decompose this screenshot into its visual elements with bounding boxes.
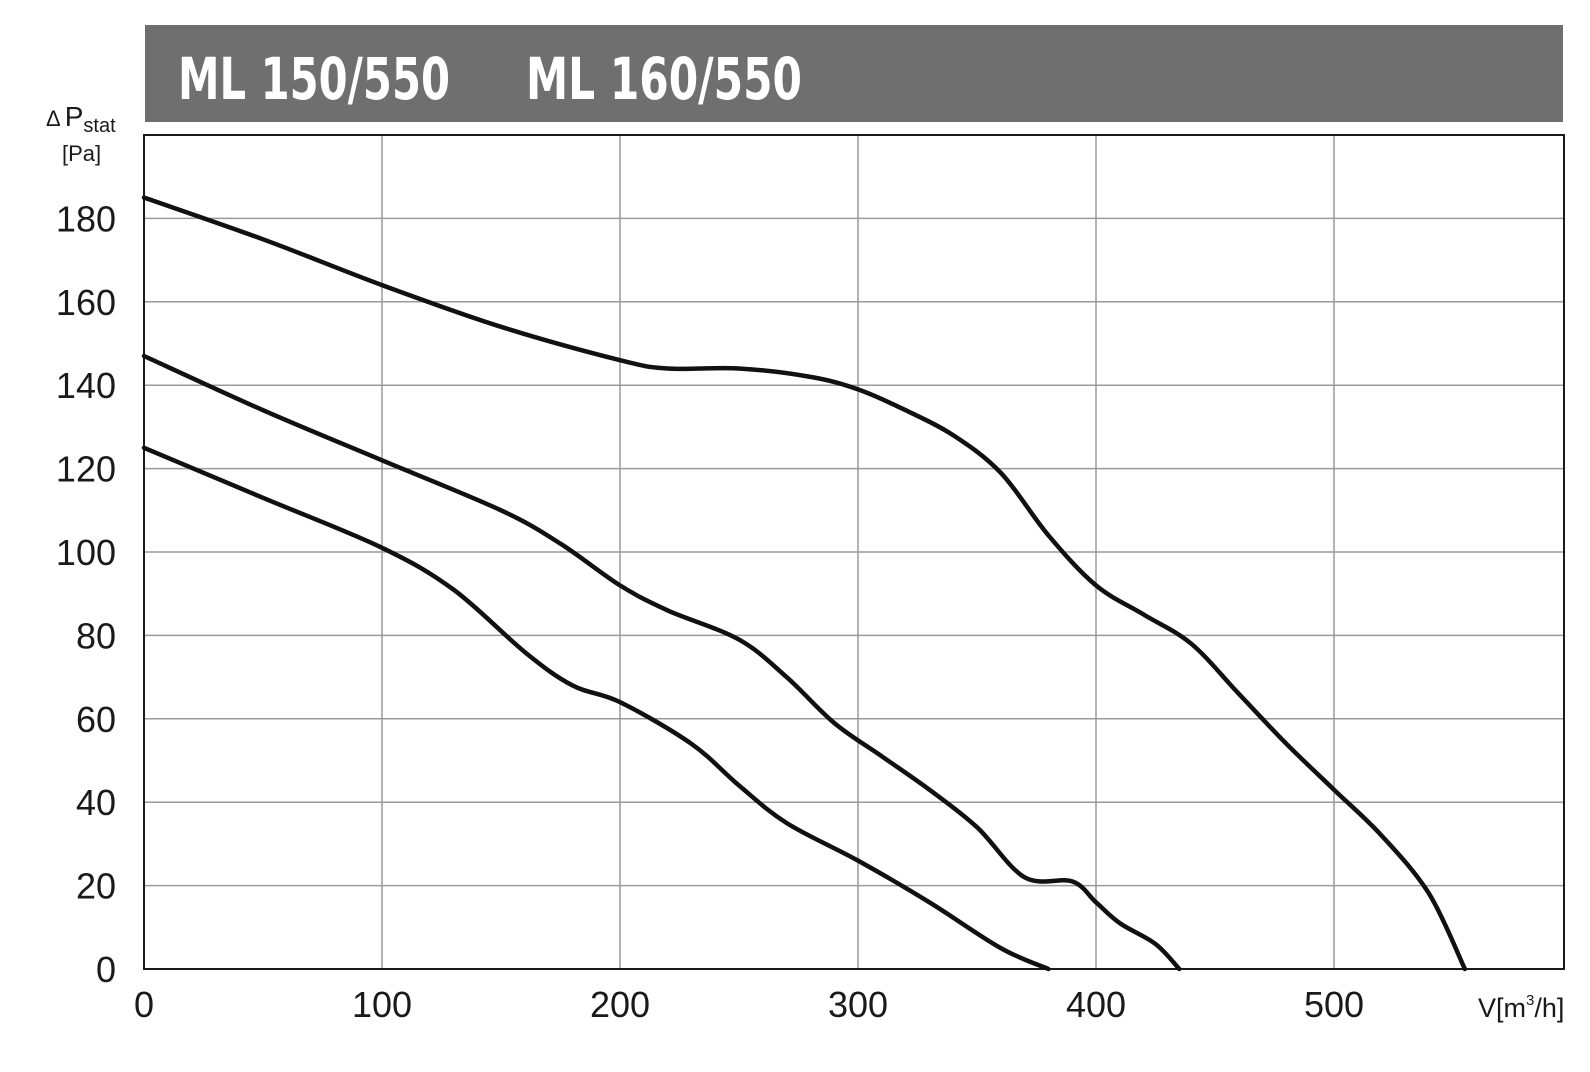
- y-tick-label: 140: [56, 365, 116, 406]
- curve-2: [141, 353, 1182, 972]
- x-tick-label: 300: [828, 984, 888, 1025]
- plot-frame: [143, 134, 1565, 970]
- x-tick-label: 200: [590, 984, 650, 1025]
- y-tick-labels: 0 20 40 60 80 100 120 140 160 180: [56, 198, 116, 990]
- y-tick-label: 120: [56, 449, 116, 490]
- y-tick-label: 40: [76, 782, 116, 823]
- y-tick-label: 20: [76, 866, 116, 907]
- model-title-2: ML 160/550: [526, 45, 802, 113]
- y-tick-label: 0: [96, 949, 116, 990]
- y-tick-label: 100: [56, 532, 116, 573]
- y-axis-unit: [Pa]: [62, 141, 101, 166]
- y-tick-label: 60: [76, 699, 116, 740]
- x-tick-label: 100: [352, 984, 412, 1025]
- x-axis-label: V[m3/h]: [1478, 992, 1564, 1023]
- grid: [144, 134, 1564, 969]
- curve-1: [141, 195, 1468, 972]
- y-tick-label: 160: [56, 282, 116, 323]
- x-tick-label: 0: [134, 984, 154, 1025]
- x-tick-labels: 0 100 200 300 400 500: [134, 984, 1364, 1025]
- model-title-1: ML 150/550: [178, 45, 450, 113]
- y-tick-label: 180: [56, 198, 116, 239]
- y-tick-label: 80: [76, 615, 116, 656]
- curve-3: [141, 445, 1051, 972]
- y-axis-label: Δ Pstat: [46, 101, 116, 137]
- curves: [141, 195, 1468, 972]
- x-tick-label: 500: [1304, 984, 1364, 1025]
- x-tick-label: 400: [1066, 984, 1126, 1025]
- header-bar: [145, 25, 1563, 122]
